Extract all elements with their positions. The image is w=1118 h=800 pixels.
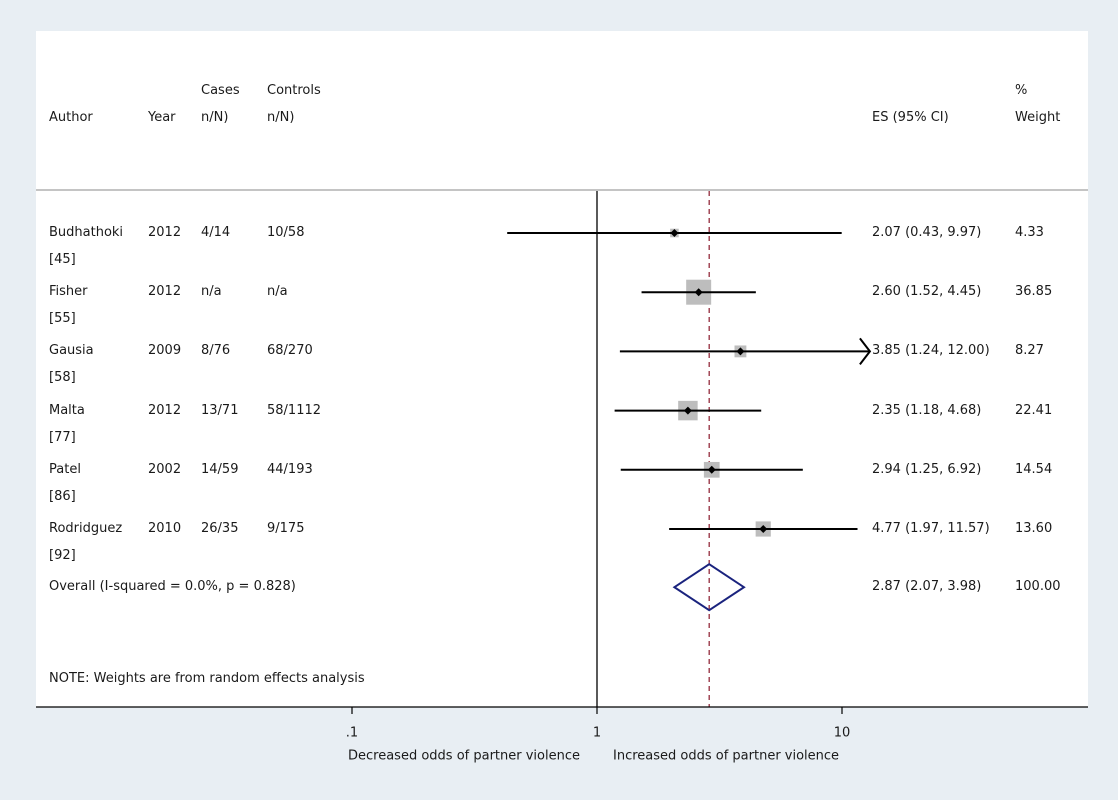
header-controls-line1: Controls bbox=[267, 83, 321, 98]
study-year: 2009 bbox=[148, 343, 182, 359]
study-author: Budhathoki bbox=[49, 225, 124, 240]
overall-es-ci: 2.87 (2.07, 3.98) bbox=[872, 579, 982, 595]
study-weight: 13.60 bbox=[1015, 521, 1053, 536]
study-weight: 36.85 bbox=[1015, 284, 1053, 300]
study-weight: 22.41 bbox=[1015, 402, 1053, 418]
x-label-increased: Increased odds of partner violence bbox=[613, 749, 839, 764]
study-author: Rodridguez bbox=[49, 521, 123, 536]
study-controls: n/a bbox=[267, 284, 288, 300]
study-point-estimate bbox=[736, 347, 745, 356]
study-ref: [58] bbox=[49, 370, 76, 386]
study-weight: 14.54 bbox=[1015, 461, 1053, 477]
x-tick-label: 10 bbox=[834, 726, 851, 741]
study-year: 2002 bbox=[148, 461, 182, 477]
study-cases: 26/35 bbox=[201, 521, 239, 536]
study-es-ci: 4.77 (1.97, 11.57) bbox=[872, 521, 990, 536]
study-point-estimate bbox=[707, 465, 716, 474]
study-author: Gausia bbox=[49, 343, 94, 359]
study-cases: n/a bbox=[201, 284, 222, 300]
study-weight: 8.27 bbox=[1015, 343, 1044, 359]
x-tick-label: 1 bbox=[593, 726, 601, 741]
study-es-ci: 2.60 (1.52, 4.45) bbox=[872, 284, 982, 300]
study-controls: 68/270 bbox=[267, 343, 313, 359]
study-point-estimate bbox=[670, 229, 679, 237]
study-es-ci: 2.35 (1.18, 4.68) bbox=[872, 402, 982, 418]
study-controls: 58/1112 bbox=[267, 402, 322, 418]
study-point-estimate bbox=[694, 288, 703, 297]
study-ref: [55] bbox=[49, 311, 76, 327]
header-cases-line1: Cases bbox=[201, 83, 240, 98]
overall-diamond bbox=[672, 563, 746, 612]
study-cases: 4/14 bbox=[201, 225, 231, 240]
study-controls: 9/175 bbox=[267, 521, 305, 536]
study-ref: [77] bbox=[49, 429, 76, 445]
study-controls: 44/193 bbox=[267, 461, 313, 477]
study-ref: [86] bbox=[49, 488, 76, 504]
header-weight-line2: Weight bbox=[1015, 110, 1061, 125]
study-year: 2012 bbox=[148, 284, 182, 300]
study-cases: 14/59 bbox=[201, 461, 239, 477]
study-ref: [45] bbox=[49, 252, 76, 267]
overall-weight: 100.00 bbox=[1015, 579, 1061, 595]
study-year: 2012 bbox=[148, 402, 182, 418]
study-es-ci: 3.85 (1.24, 12.00) bbox=[872, 343, 990, 359]
note-text: NOTE: Weights are from random effects an… bbox=[49, 671, 365, 686]
study-cases: 13/71 bbox=[201, 402, 239, 418]
overall-label: Overall (I-squared = 0.0%, p = 0.828) bbox=[49, 579, 296, 595]
study-point-estimate bbox=[759, 525, 768, 533]
study-year: 2010 bbox=[148, 521, 182, 536]
header-weight-line1: % bbox=[1015, 83, 1028, 98]
study-year: 2012 bbox=[148, 225, 182, 240]
study-weight: 4.33 bbox=[1015, 225, 1044, 240]
plot-panel bbox=[36, 31, 1088, 707]
header-author: Author bbox=[49, 110, 93, 125]
x-label-decreased: Decreased odds of partner violence bbox=[348, 749, 580, 764]
header-es: ES (95% CI) bbox=[872, 110, 949, 125]
study-author: Fisher bbox=[49, 284, 88, 300]
study-ci-arrow bbox=[859, 337, 872, 366]
header-cases-line2: n/N) bbox=[201, 110, 229, 125]
header-controls-line2: n/N) bbox=[267, 110, 295, 125]
study-cases: 8/76 bbox=[201, 343, 231, 359]
study-es-ci: 2.07 (0.43, 9.97) bbox=[872, 225, 982, 240]
header-year: Year bbox=[148, 110, 176, 125]
study-point-estimate bbox=[683, 406, 692, 415]
study-ref: [92] bbox=[49, 548, 76, 563]
study-author: Malta bbox=[49, 402, 85, 418]
x-tick-label: .1 bbox=[346, 726, 358, 741]
study-es-ci: 2.94 (1.25, 6.92) bbox=[872, 461, 982, 477]
study-author: Patel bbox=[49, 461, 81, 477]
study-controls: 10/58 bbox=[267, 225, 305, 240]
